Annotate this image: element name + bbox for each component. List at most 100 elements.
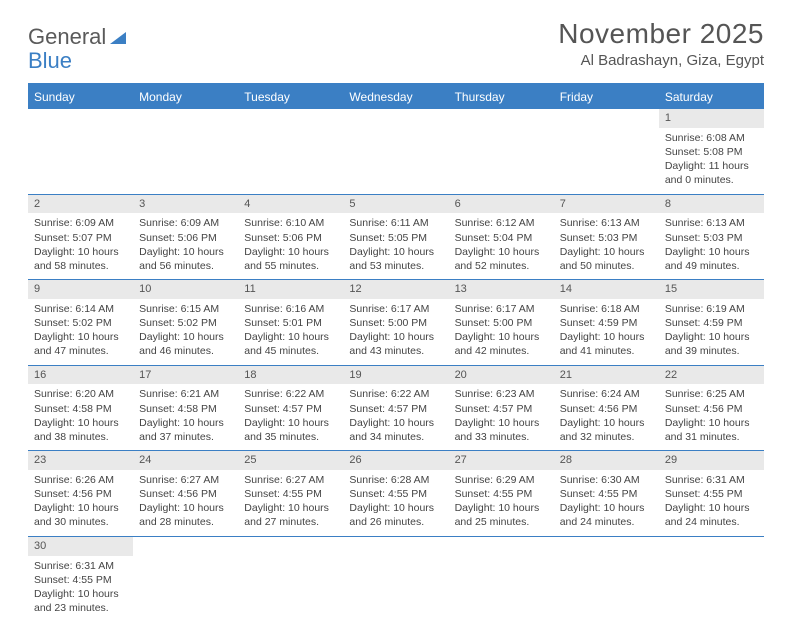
sunset-text: Sunset: 4:57 PM	[349, 402, 442, 416]
sunset-text: Sunset: 5:06 PM	[139, 231, 232, 245]
sunrise-text: Sunrise: 6:19 AM	[665, 302, 758, 316]
sunrise-text: Sunrise: 6:26 AM	[34, 473, 127, 487]
calendar-cell: 6Sunrise: 6:12 AMSunset: 5:04 PMDaylight…	[449, 195, 554, 281]
calendar-cell: 25Sunrise: 6:27 AMSunset: 4:55 PMDayligh…	[238, 451, 343, 537]
sunset-text: Sunset: 4:56 PM	[34, 487, 127, 501]
calendar-cell: 18Sunrise: 6:22 AMSunset: 4:57 PMDayligh…	[238, 366, 343, 452]
logo-text-blue: Blue	[28, 48, 72, 74]
sunset-text: Sunset: 5:00 PM	[349, 316, 442, 330]
sunset-text: Sunset: 5:03 PM	[665, 231, 758, 245]
day-number: 17	[133, 366, 238, 385]
daylight-text: Daylight: 10 hours and 53 minutes.	[349, 245, 442, 273]
calendar-cell-empty	[238, 537, 343, 621]
sunrise-text: Sunrise: 6:20 AM	[34, 387, 127, 401]
page-title: November 2025	[558, 18, 764, 50]
calendar-cell-empty	[28, 109, 133, 195]
day-number: 3	[133, 195, 238, 214]
weekday-header: Monday	[133, 85, 238, 109]
calendar-cell: 1Sunrise: 6:08 AMSunset: 5:08 PMDaylight…	[659, 109, 764, 195]
daylight-text: Daylight: 10 hours and 27 minutes.	[244, 501, 337, 529]
sunset-text: Sunset: 4:59 PM	[665, 316, 758, 330]
daylight-text: Daylight: 10 hours and 52 minutes.	[455, 245, 548, 273]
sunrise-text: Sunrise: 6:31 AM	[34, 559, 127, 573]
day-number: 11	[238, 280, 343, 299]
day-number: 7	[554, 195, 659, 214]
daylight-text: Daylight: 10 hours and 47 minutes.	[34, 330, 127, 358]
calendar-cell-empty	[343, 109, 448, 195]
sunrise-text: Sunrise: 6:31 AM	[665, 473, 758, 487]
day-number: 18	[238, 366, 343, 385]
sunset-text: Sunset: 4:55 PM	[455, 487, 548, 501]
calendar-cell: 29 Sunrise: 6:31 AMSunset: 4:55 PMDayligh…	[659, 451, 764, 537]
title-block: November 2025 Al Badrashayn, Giza, Egypt	[558, 18, 764, 69]
calendar-cell: 13Sunrise: 6:17 AMSunset: 5:00 PMDayligh…	[449, 280, 554, 366]
sunrise-text: Sunrise: 6:10 AM	[244, 216, 337, 230]
day-number: 12	[343, 280, 448, 299]
daylight-text: Daylight: 10 hours and 45 minutes.	[244, 330, 337, 358]
sunrise-text: Sunrise: 6:13 AM	[560, 216, 653, 230]
day-number: 23	[28, 451, 133, 470]
sunrise-text: Sunrise: 6:27 AM	[139, 473, 232, 487]
day-number: 29	[659, 451, 764, 470]
sunrise-text: Sunrise: 6:17 AM	[455, 302, 548, 316]
sunrise-text: Sunrise: 6:28 AM	[349, 473, 442, 487]
sunset-text: Sunset: 5:00 PM	[455, 316, 548, 330]
daylight-text: Daylight: 10 hours and 25 minutes.	[455, 501, 548, 529]
daylight-text: Daylight: 10 hours and 23 minutes.	[34, 587, 127, 615]
sunset-text: Sunset: 5:05 PM	[349, 231, 442, 245]
daylight-text: Daylight: 10 hours and 34 minutes.	[349, 416, 442, 444]
calendar-cell-empty	[133, 537, 238, 621]
sunset-text: Sunset: 4:55 PM	[665, 487, 758, 501]
daylight-text: Daylight: 11 hours and 0 minutes.	[665, 159, 758, 187]
sunrise-text: Sunrise: 6:15 AM	[139, 302, 232, 316]
weekday-header: Wednesday	[343, 85, 448, 109]
daylight-text: Daylight: 10 hours and 41 minutes.	[560, 330, 653, 358]
sunset-text: Sunset: 5:07 PM	[34, 231, 127, 245]
day-number: 25	[238, 451, 343, 470]
day-number: 21	[554, 366, 659, 385]
calendar-cell: 10Sunrise: 6:15 AMSunset: 5:02 PMDayligh…	[133, 280, 238, 366]
day-number: 24	[133, 451, 238, 470]
calendar-cell: 23Sunrise: 6:26 AMSunset: 4:56 PMDayligh…	[28, 451, 133, 537]
daylight-text: Daylight: 10 hours and 49 minutes.	[665, 245, 758, 273]
daylight-text: Daylight: 10 hours and 32 minutes.	[560, 416, 653, 444]
daylight-text: Daylight: 10 hours and 46 minutes.	[139, 330, 232, 358]
calendar-cell: 26Sunrise: 6:28 AMSunset: 4:55 PMDayligh…	[343, 451, 448, 537]
calendar-cell: 9Sunrise: 6:14 AMSunset: 5:02 PMDaylight…	[28, 280, 133, 366]
daylight-text: Daylight: 10 hours and 24 minutes.	[560, 501, 653, 529]
sunrise-text: Sunrise: 6:09 AM	[34, 216, 127, 230]
logo: General	[28, 18, 128, 50]
sunset-text: Sunset: 4:56 PM	[560, 402, 653, 416]
day-number: 22	[659, 366, 764, 385]
calendar-cell-empty	[238, 109, 343, 195]
weekday-header: Saturday	[659, 85, 764, 109]
calendar-cell-empty	[449, 537, 554, 621]
sunset-text: Sunset: 5:06 PM	[244, 231, 337, 245]
sunset-text: Sunset: 4:58 PM	[34, 402, 127, 416]
day-number: 20	[449, 366, 554, 385]
sunset-text: Sunset: 5:01 PM	[244, 316, 337, 330]
logo-text-general: General	[28, 24, 106, 50]
day-number: 15	[659, 280, 764, 299]
daylight-text: Daylight: 10 hours and 39 minutes.	[665, 330, 758, 358]
sunset-text: Sunset: 4:57 PM	[455, 402, 548, 416]
daylight-text: Daylight: 10 hours and 24 minutes.	[665, 501, 758, 529]
calendar-cell: 14Sunrise: 6:18 AMSunset: 4:59 PMDayligh…	[554, 280, 659, 366]
calendar-cell: 24Sunrise: 6:27 AMSunset: 4:56 PMDayligh…	[133, 451, 238, 537]
weekday-header: Sunday	[28, 85, 133, 109]
daylight-text: Daylight: 10 hours and 55 minutes.	[244, 245, 337, 273]
sunrise-text: Sunrise: 6:17 AM	[349, 302, 442, 316]
logo-sail-icon	[106, 24, 128, 50]
sunrise-text: Sunrise: 6:16 AM	[244, 302, 337, 316]
sunset-text: Sunset: 5:02 PM	[34, 316, 127, 330]
sunrise-text: Sunrise: 6:25 AM	[665, 387, 758, 401]
sunset-text: Sunset: 4:59 PM	[560, 316, 653, 330]
daylight-text: Daylight: 10 hours and 31 minutes.	[665, 416, 758, 444]
calendar-cell: 28Sunrise: 6:30 AMSunset: 4:55 PMDayligh…	[554, 451, 659, 537]
calendar-cell-empty	[659, 537, 764, 621]
day-number: 13	[449, 280, 554, 299]
sunrise-text: Sunrise: 6:12 AM	[455, 216, 548, 230]
day-number: 19	[343, 366, 448, 385]
day-number: 2	[28, 195, 133, 214]
calendar-cell: 17Sunrise: 6:21 AMSunset: 4:58 PMDayligh…	[133, 366, 238, 452]
